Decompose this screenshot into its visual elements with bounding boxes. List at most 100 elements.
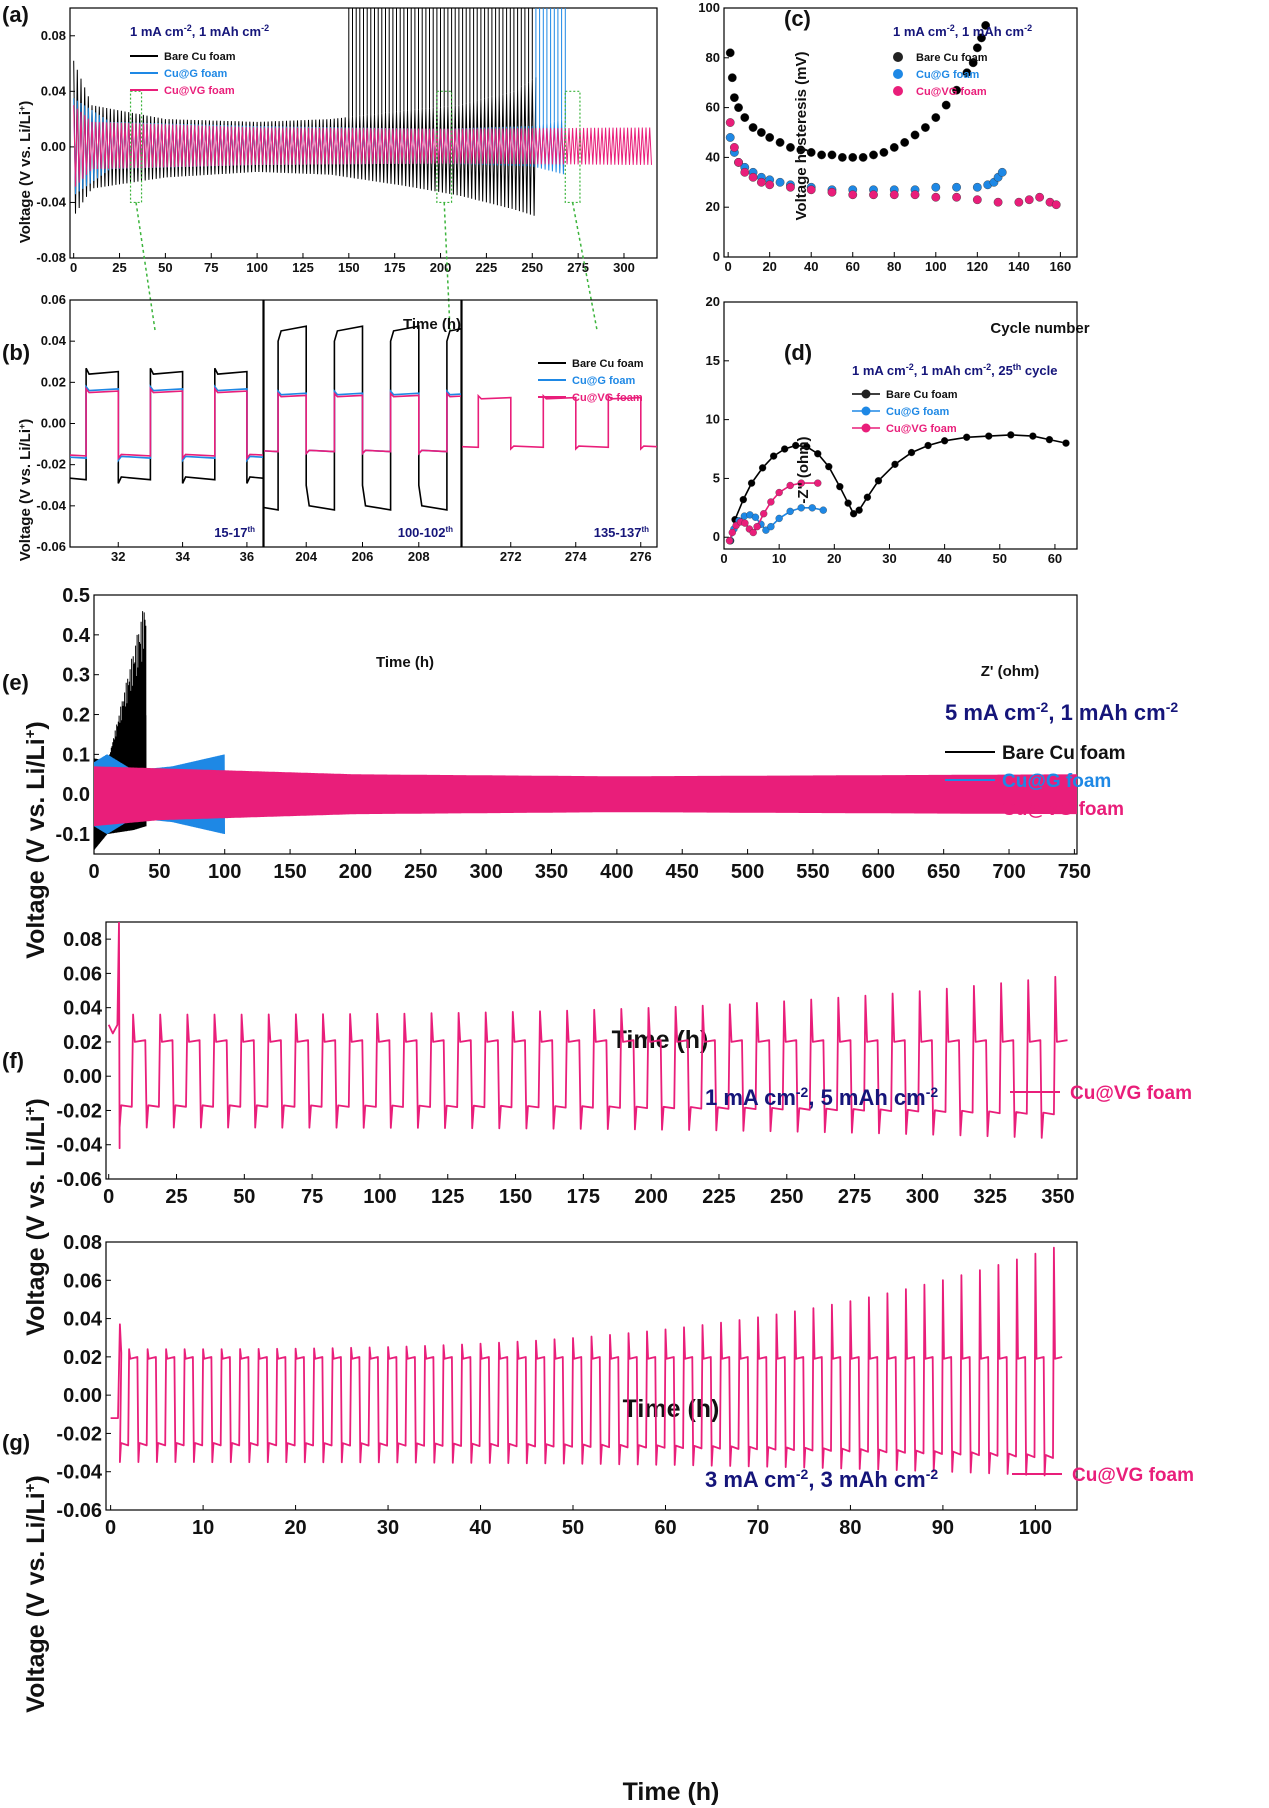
x-tick-label: 20 (762, 259, 776, 274)
x-tick-label: 40 (469, 1517, 491, 1539)
data-point (972, 195, 982, 205)
y-tick-label: -0.06 (36, 539, 66, 554)
x-tick-label: 0 (103, 1186, 114, 1208)
data-point (749, 528, 757, 537)
x-tick-label: 150 (273, 861, 306, 883)
data-point (767, 523, 775, 531)
data-point (725, 48, 735, 58)
panel-label-b: (b) (2, 340, 30, 365)
panel-b-subplot: 272 274 276 135-137th (461, 299, 658, 564)
panel-label-g: (g) (2, 1430, 30, 1455)
y-tick-label: 0.04 (63, 1309, 103, 1331)
data-point (879, 148, 889, 157)
plot-frame (105, 1241, 1078, 1511)
legend-cug: Cu@G foam (572, 375, 636, 387)
y-tick-label: -0.04 (36, 194, 66, 209)
data-point (941, 100, 951, 110)
series-line-cuvg (462, 393, 657, 451)
data-point (952, 192, 961, 202)
x-tick-label: 20 (284, 1517, 306, 1539)
series-line (729, 434, 1067, 541)
plot-frame (93, 594, 1078, 855)
data-point (931, 113, 941, 122)
x-tick-label: 300 (469, 861, 502, 883)
data-point (900, 138, 910, 147)
data-point (775, 138, 785, 147)
x-tick-label: 700 (992, 861, 1025, 883)
x-tick-label: 30 (377, 1517, 399, 1539)
series-spikes-1 (535, 8, 566, 126)
x-tick-label: 200 (339, 861, 372, 883)
data-point (1029, 432, 1037, 440)
x-tick-label: 175 (567, 1186, 600, 1208)
data-point (924, 441, 932, 450)
x-tick-label: 208 (408, 549, 430, 564)
x-tick-label: 0 (105, 1517, 116, 1539)
x-tick-label: 120 (966, 259, 988, 274)
x-tick-label: 60 (1048, 551, 1062, 566)
legend-bare: Bare Cu foam (1002, 743, 1126, 764)
panel-c: 0 20 40 60 80 100 120 140 160 0 20 40 60 80 100 (c) 1 … (698, 0, 1089, 337)
x-tick-label: 10 (192, 1517, 214, 1539)
x-tick-label: 34 (175, 549, 190, 564)
legend-swatch-cug (893, 69, 903, 79)
x-tick-label: 150 (338, 260, 360, 275)
x-tick-label: 70 (747, 1517, 769, 1539)
data-point (786, 507, 794, 516)
series-line-2 (73, 105, 652, 187)
x-tick-label: 600 (862, 861, 895, 883)
panel-e-plot-area: 0 50 100 150 200 250 300 350 400 450 500 550 600 650 7… (56, 585, 1092, 883)
data-point (751, 513, 760, 521)
y-tick-label: -0.02 (56, 1100, 102, 1122)
data-point (756, 128, 766, 137)
legend-bare: Bare Cu foam (886, 389, 958, 401)
data-point (848, 190, 858, 200)
data-point (848, 152, 858, 162)
x-tick-label: 200 (634, 1186, 667, 1208)
panel-f-xlabel: Time (h) (623, 1395, 720, 1423)
panel-b-series (264, 325, 461, 511)
data-point (762, 526, 770, 534)
data-point (921, 123, 930, 132)
legend-cug: Cu@G foam (164, 68, 228, 80)
data-point (963, 433, 971, 441)
x-tick-label: 325 (974, 1186, 1007, 1208)
data-point (863, 493, 872, 501)
data-point (727, 73, 737, 83)
data-point (985, 432, 993, 440)
data-point (740, 113, 750, 122)
data-point (837, 152, 847, 162)
zoom-connector (571, 202, 598, 331)
data-point (728, 528, 736, 537)
x-tick-label: 60 (654, 1517, 676, 1539)
y-tick-label: 0.1 (62, 744, 90, 766)
data-point (786, 481, 794, 490)
data-point (725, 537, 734, 545)
y-tick-label: 20 (706, 294, 720, 309)
legend-swatch-cuvg (893, 86, 903, 96)
data-point (849, 510, 858, 518)
legend-cuvg: Cu@VG foam (164, 85, 235, 97)
x-tick-label: 125 (292, 260, 314, 275)
y-tick-label: -0.04 (56, 1462, 102, 1484)
x-tick-label: 20 (827, 551, 841, 566)
panel-g-xlabel: Time (h) (623, 1778, 720, 1806)
data-point (814, 450, 822, 458)
y-tick-label: 0.3 (62, 665, 90, 687)
x-tick-label: 160 (1050, 259, 1072, 274)
data-point (827, 150, 837, 160)
panel-b-ylabel: Voltage (V vs. Li/Li+) (17, 419, 34, 562)
data-point (981, 21, 991, 30)
y-tick-label: -0.02 (36, 457, 66, 472)
data-point (781, 445, 789, 453)
data-point (968, 58, 978, 68)
panel-c-condition: 1 mA cm-2, 1 mAh cm-2 (893, 23, 1032, 39)
series-0 (725, 21, 991, 162)
series-line-cuvg (70, 386, 263, 461)
y-tick-label: 0.02 (63, 1032, 102, 1054)
legend-cug: Cu@G foam (916, 69, 980, 81)
y-tick-label: 0.02 (63, 1347, 102, 1369)
data-point (931, 192, 941, 202)
y-tick-label: -0.04 (36, 498, 66, 513)
x-tick-label: 400 (600, 861, 633, 883)
